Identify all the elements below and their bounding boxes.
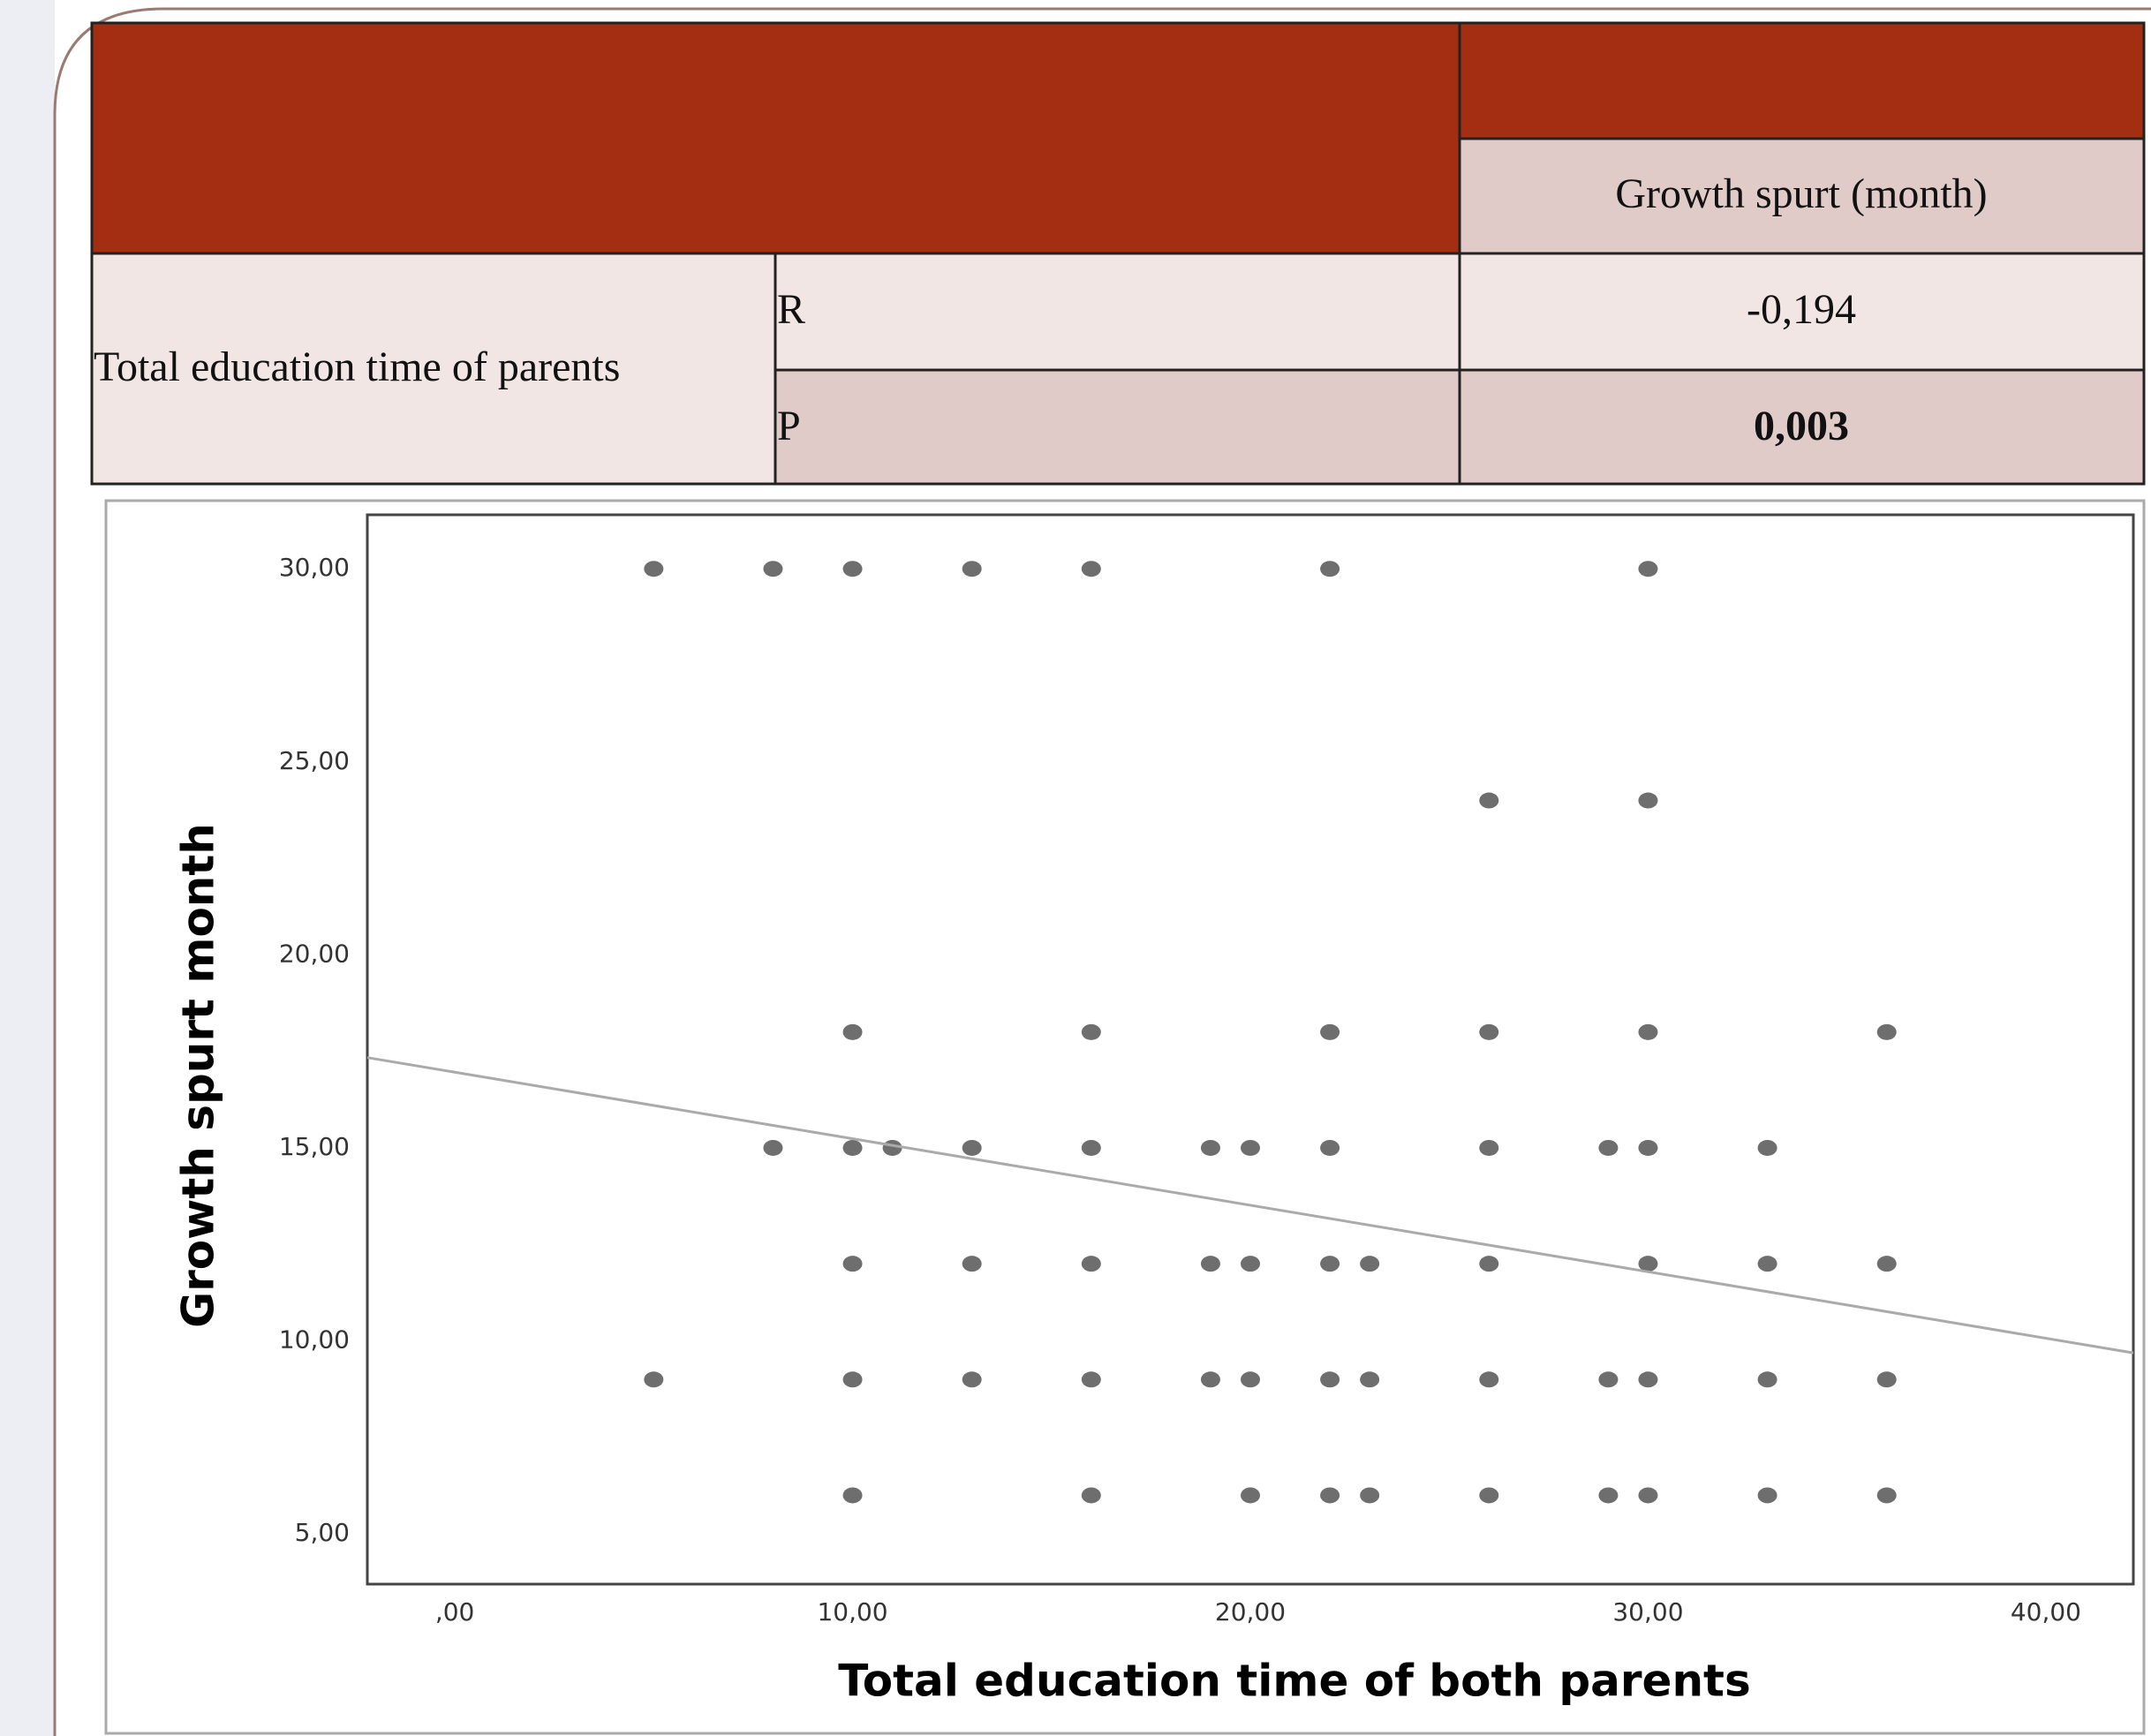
cell — [1458, 368, 2146, 486]
stat-name: R — [777, 286, 805, 333]
frame-border — [53, 7, 2151, 1736]
point — [1360, 1371, 1380, 1388]
point — [1876, 1023, 1897, 1040]
point — [962, 561, 982, 577]
x-tick-label: 20,00 — [1215, 1597, 1286, 1627]
y-tick-label: 20,00 — [279, 939, 350, 968]
point — [1241, 1371, 1260, 1388]
point — [1081, 1256, 1101, 1272]
point — [1876, 1371, 1897, 1388]
y-tick-label: 10,00 — [279, 1325, 350, 1355]
point — [1638, 1371, 1658, 1388]
point — [1360, 1487, 1380, 1504]
point — [1320, 1371, 1340, 1388]
point — [842, 1256, 863, 1272]
x-tick-label: 10,00 — [817, 1597, 887, 1627]
point — [1638, 1139, 1658, 1156]
point — [1479, 1256, 1499, 1272]
x-axis-title: Total education time of both parents — [838, 1656, 1750, 1707]
point — [644, 1371, 664, 1388]
point — [1200, 1139, 1220, 1156]
point — [1320, 1487, 1340, 1504]
point — [1081, 561, 1101, 577]
point — [1757, 1139, 1777, 1156]
x-tick-label: 30,00 — [1612, 1597, 1683, 1627]
point — [1876, 1256, 1897, 1272]
point — [962, 1139, 982, 1156]
point — [1320, 1256, 1340, 1272]
point — [763, 1139, 783, 1156]
row-label: Total education time of parents — [94, 343, 620, 390]
point — [1757, 1487, 1777, 1504]
point — [1757, 1371, 1777, 1388]
cell — [1458, 252, 2146, 372]
point — [1638, 1023, 1658, 1040]
plot-area — [366, 513, 2135, 1586]
point — [1638, 561, 1658, 577]
point — [1598, 1139, 1619, 1156]
y-tick-label: 15,00 — [279, 1132, 350, 1161]
x-tick-label: 40,00 — [2011, 1597, 2081, 1627]
point — [1320, 1023, 1340, 1040]
y-axis-title: Growth spurt month — [173, 823, 224, 1328]
y-tick-label: 30,00 — [279, 553, 350, 582]
point — [1241, 1256, 1260, 1272]
point — [842, 1139, 863, 1156]
point — [1876, 1487, 1897, 1504]
y-tick-label: 5,00 — [295, 1518, 350, 1547]
y-tick-label: 25,00 — [279, 746, 350, 775]
point — [1638, 1487, 1658, 1504]
point — [763, 561, 783, 577]
point — [1479, 792, 1499, 809]
point — [1479, 1487, 1499, 1504]
point — [1638, 1256, 1658, 1272]
stat-value: -0,194 — [1747, 286, 1856, 333]
point — [962, 1256, 982, 1272]
point — [1081, 1371, 1101, 1388]
point — [1320, 1139, 1340, 1156]
point — [962, 1371, 982, 1388]
row-label-cell — [90, 252, 777, 486]
cell — [774, 252, 1461, 372]
point — [842, 1023, 863, 1040]
point — [1757, 1256, 1777, 1272]
point — [1081, 1487, 1101, 1504]
header-cell — [1458, 137, 2146, 255]
x-tick-label: ,00 — [435, 1597, 475, 1627]
point — [1241, 1487, 1260, 1504]
side-strip — [0, 0, 55, 1736]
stat-value: 0,003 — [1754, 403, 1849, 449]
table-header: Growth spurt (month) — [1615, 170, 1987, 217]
point — [1479, 1023, 1499, 1040]
point — [842, 561, 863, 577]
point — [1598, 1487, 1619, 1504]
point — [882, 1139, 902, 1156]
table — [90, 21, 2146, 486]
stat-name: P — [777, 403, 801, 449]
point — [644, 561, 664, 577]
point — [842, 1371, 863, 1388]
point — [1241, 1139, 1260, 1156]
fit-line — [366, 1056, 2134, 1355]
point — [1479, 1371, 1499, 1388]
point — [1479, 1139, 1499, 1156]
point — [1081, 1139, 1101, 1156]
point — [1598, 1371, 1619, 1388]
point — [1200, 1256, 1220, 1272]
point — [1320, 561, 1340, 577]
point — [1638, 792, 1658, 809]
point — [842, 1487, 863, 1504]
cell — [774, 368, 1461, 486]
point — [1360, 1256, 1380, 1272]
point — [1081, 1023, 1101, 1040]
point — [1200, 1371, 1220, 1388]
